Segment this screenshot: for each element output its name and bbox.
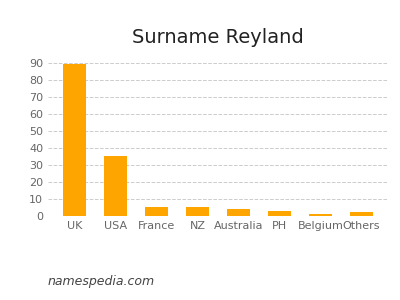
Bar <box>309 214 332 216</box>
Bar <box>186 207 209 216</box>
Bar <box>145 208 168 216</box>
Bar <box>227 209 250 216</box>
Text: namespedia.com: namespedia.com <box>48 275 155 288</box>
Bar <box>64 64 86 216</box>
Bar <box>350 212 372 216</box>
Bar <box>104 156 127 216</box>
Title: Surname Reyland: Surname Reyland <box>132 28 304 47</box>
Bar <box>268 211 291 216</box>
